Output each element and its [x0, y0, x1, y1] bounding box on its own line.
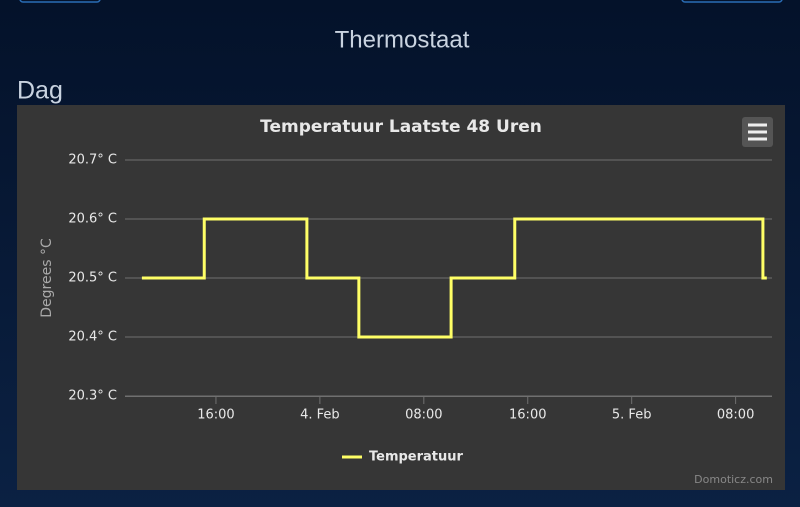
y-tick-label: 20.4° C	[68, 330, 117, 345]
y-tick-label: 20.6° C	[68, 212, 117, 227]
chart-background	[17, 105, 785, 490]
x-tick-label: 16:00	[197, 408, 234, 423]
section-title: Dag	[17, 77, 63, 105]
top-button[interactable]	[681, 0, 783, 3]
x-tick-label: 08:00	[405, 408, 442, 423]
top-button[interactable]	[19, 0, 101, 3]
x-tick-label: 16:00	[509, 408, 546, 423]
y-axis-title: Degrees °C	[39, 238, 55, 318]
y-tick-label: 20.5° C	[68, 271, 117, 286]
x-tick-label: 4. Feb	[300, 408, 340, 423]
legend-label[interactable]: Temperatuur	[369, 450, 464, 465]
y-tick-label: 20.7° C	[68, 153, 117, 168]
credits: Domoticz.com	[694, 473, 773, 486]
page-title: Thermostaat	[335, 26, 470, 53]
x-tick-label: 5. Feb	[612, 408, 652, 423]
y-tick-label: 20.3° C	[68, 389, 117, 404]
line	[141, 217, 767, 339]
x-tick-label: 08:00	[717, 408, 754, 423]
chart-title: Temperatuur Laatste 48 Uren	[260, 117, 542, 137]
menu-button[interactable]	[742, 117, 773, 147]
